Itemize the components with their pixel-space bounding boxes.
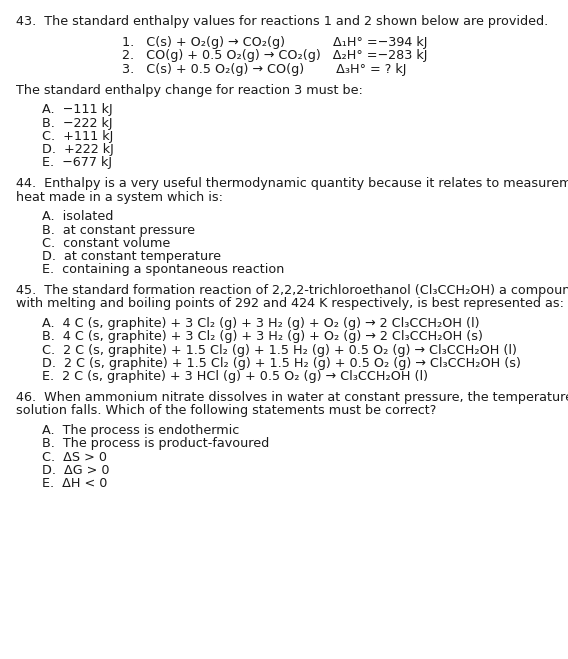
Text: 46.  When ammonium nitrate dissolves in water at constant pressure, the temperat: 46. When ammonium nitrate dissolves in w…	[16, 391, 568, 404]
Text: with melting and boiling points of 292 and 424 K respectively, is best represent: with melting and boiling points of 292 a…	[16, 297, 564, 310]
Text: D.  2 C (s, graphite) + 1.5 Cl₂ (g) + 1.5 H₂ (g) + 0.5 O₂ (g) → Cl₃CCH₂OH (s): D. 2 C (s, graphite) + 1.5 Cl₂ (g) + 1.5…	[42, 357, 521, 370]
Text: solution falls. Which of the following statements must be correct?: solution falls. Which of the following s…	[16, 405, 436, 417]
Text: E.  2 C (s, graphite) + 3 HCl (g) + 0.5 O₂ (g) → Cl₃CCH₂OH (l): E. 2 C (s, graphite) + 3 HCl (g) + 0.5 O…	[42, 370, 428, 383]
Text: D.  ΔG > 0: D. ΔG > 0	[42, 464, 110, 477]
Text: C.  ΔS > 0: C. ΔS > 0	[42, 451, 107, 463]
Text: The standard enthalpy change for reaction 3 must be:: The standard enthalpy change for reactio…	[16, 84, 363, 97]
Text: B.  The process is product-favoured: B. The process is product-favoured	[42, 438, 269, 450]
Text: E.  containing a spontaneous reaction: E. containing a spontaneous reaction	[42, 263, 285, 276]
Text: C.  +111 kJ: C. +111 kJ	[42, 130, 114, 143]
Text: E.  ΔH < 0: E. ΔH < 0	[42, 477, 107, 490]
Text: 44.  Enthalpy is a very useful thermodynamic quantity because it relates to meas: 44. Enthalpy is a very useful thermodyna…	[16, 177, 568, 190]
Text: 3.   C(s) + 0.5 O₂(g) → CO(g)        Δ₃H° = ? kJ: 3. C(s) + 0.5 O₂(g) → CO(g) Δ₃H° = ? kJ	[122, 63, 407, 76]
Text: E.  −677 kJ: E. −677 kJ	[42, 156, 112, 169]
Text: B.  at constant pressure: B. at constant pressure	[42, 223, 195, 237]
Text: heat made in a system which is:: heat made in a system which is:	[16, 190, 223, 204]
Text: 45.  The standard formation reaction of 2,2,2-trichloroethanol (Cl₃CCH₂OH) a com: 45. The standard formation reaction of 2…	[16, 284, 568, 297]
Text: C.  constant volume: C. constant volume	[42, 237, 170, 250]
Text: A.  4 C (s, graphite) + 3 Cl₂ (g) + 3 H₂ (g) + O₂ (g) → 2 Cl₃CCH₂OH (l): A. 4 C (s, graphite) + 3 Cl₂ (g) + 3 H₂ …	[42, 317, 479, 330]
Text: D.  +222 kJ: D. +222 kJ	[42, 143, 114, 156]
Text: 1.   C(s) + O₂(g) → CO₂(g)            Δ₁H° =−394 kJ: 1. C(s) + O₂(g) → CO₂(g) Δ₁H° =−394 kJ	[122, 36, 428, 49]
Text: 43.  The standard enthalpy values for reactions 1 and 2 shown below are provided: 43. The standard enthalpy values for rea…	[16, 15, 548, 28]
Text: 2.   CO(g) + 0.5 O₂(g) → CO₂(g)   Δ₂H° =−283 kJ: 2. CO(g) + 0.5 O₂(g) → CO₂(g) Δ₂H° =−283…	[122, 49, 428, 63]
Text: C.  2 C (s, graphite) + 1.5 Cl₂ (g) + 1.5 H₂ (g) + 0.5 O₂ (g) → Cl₃CCH₂OH (l): C. 2 C (s, graphite) + 1.5 Cl₂ (g) + 1.5…	[42, 344, 517, 357]
Text: D.  at constant temperature: D. at constant temperature	[42, 250, 221, 263]
Text: A.  isolated: A. isolated	[42, 210, 114, 223]
Text: B.  4 C (s, graphite) + 3 Cl₂ (g) + 3 H₂ (g) + O₂ (g) → 2 Cl₃CCH₂OH (s): B. 4 C (s, graphite) + 3 Cl₂ (g) + 3 H₂ …	[42, 330, 483, 343]
Text: A.  The process is endothermic: A. The process is endothermic	[42, 424, 239, 437]
Text: B.  −222 kJ: B. −222 kJ	[42, 117, 112, 130]
Text: A.  −111 kJ: A. −111 kJ	[42, 103, 113, 117]
